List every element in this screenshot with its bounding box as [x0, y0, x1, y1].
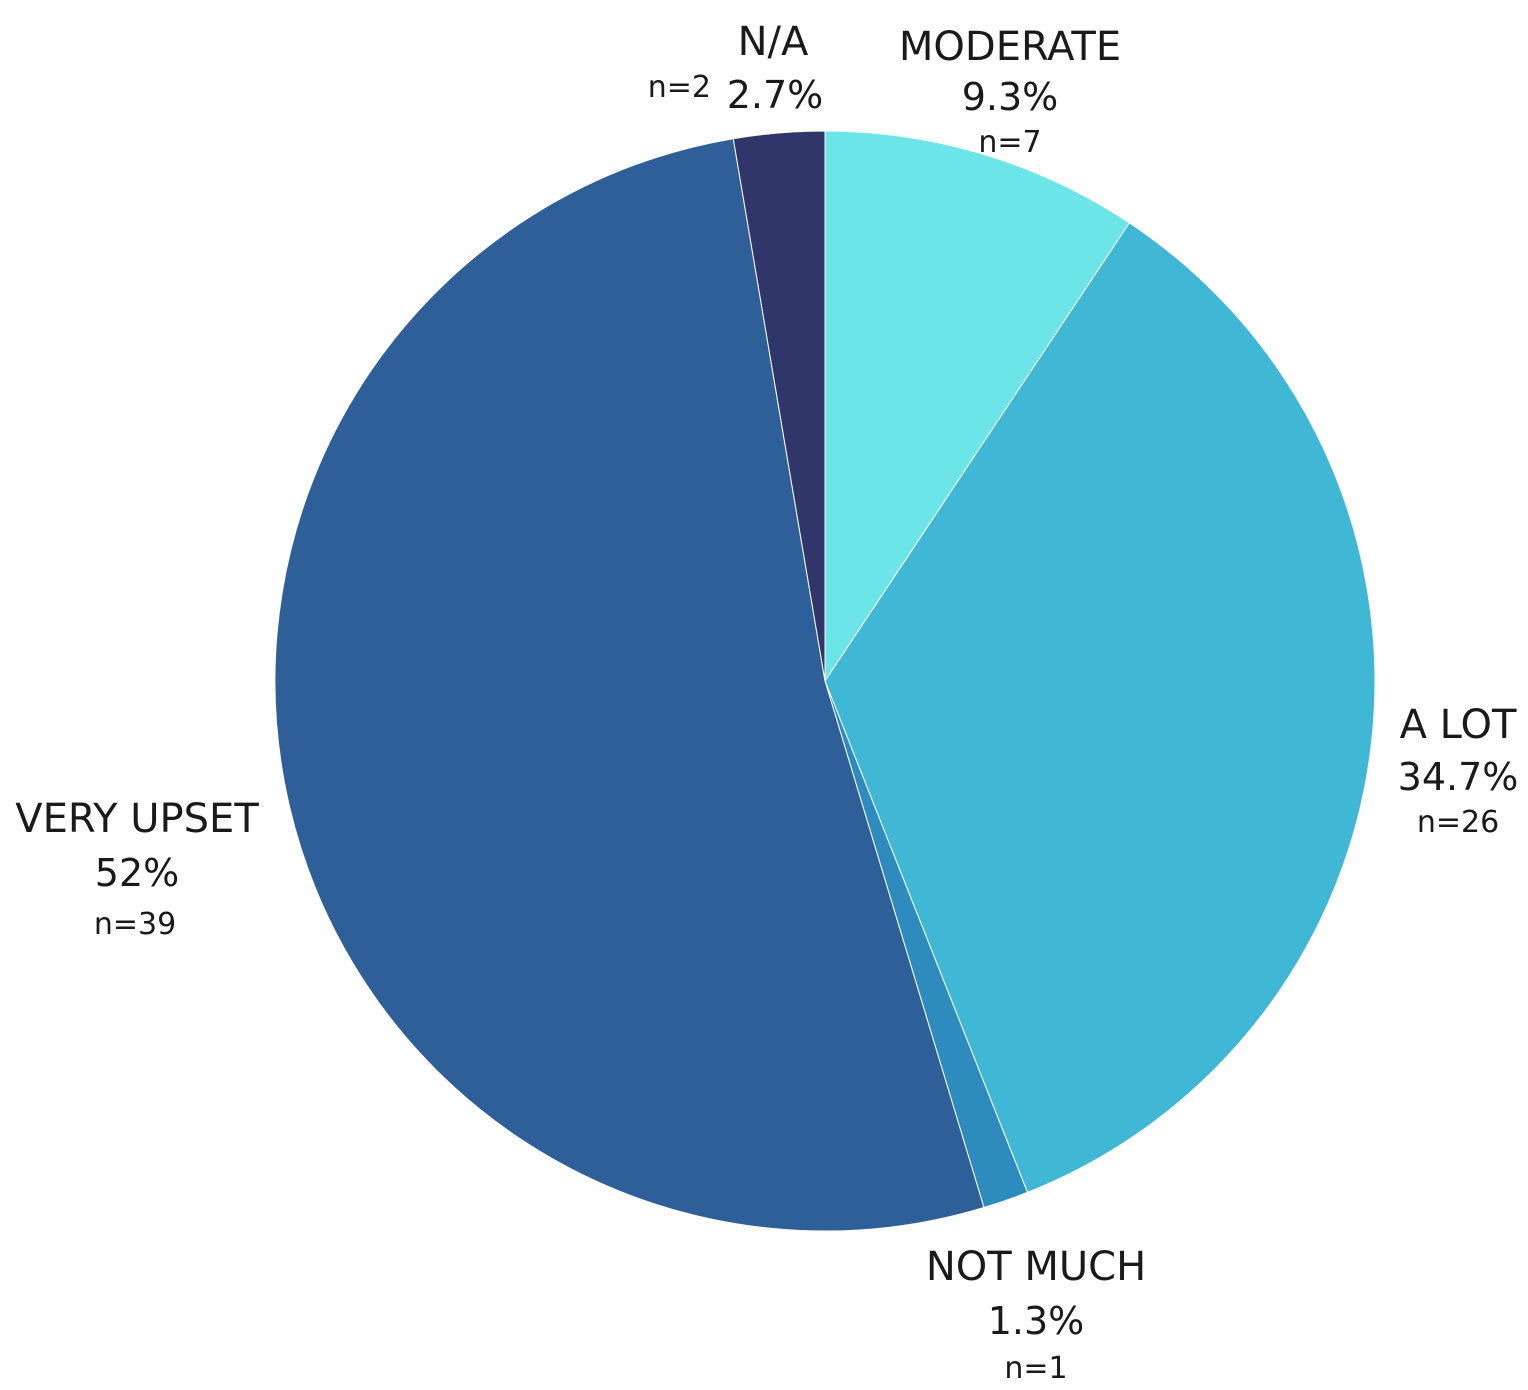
- pie-slice-very-upset: [274, 138, 985, 1232]
- label-a-lot: A LOT 34.7% n=26: [1398, 702, 1519, 840]
- label-na: N/A 2.7% n=2: [648, 19, 824, 117]
- label-not-much: NOT MUCH 1.3% n=1: [926, 1244, 1146, 1386]
- label-very-upset-n: n=39: [94, 907, 176, 942]
- label-not-much-name: NOT MUCH: [926, 1244, 1146, 1290]
- label-moderate-name: MODERATE: [899, 24, 1121, 70]
- pie-slice-n-a: [732, 130, 826, 682]
- label-very-upset: VERY UPSET 52% n=39: [15, 796, 259, 942]
- label-na-name: N/A: [738, 19, 809, 65]
- label-moderate: MODERATE 9.3% n=7: [899, 24, 1121, 160]
- label-very-upset-name: VERY UPSET: [15, 796, 259, 842]
- pie-slice-moderate: [824, 130, 1131, 683]
- label-not-much-percent: 1.3%: [988, 1299, 1085, 1343]
- label-a-lot-n: n=26: [1417, 805, 1499, 840]
- label-na-percent: 2.7%: [727, 73, 824, 117]
- pie-slices: [274, 130, 1376, 1232]
- pie-slice-a-lot: [824, 222, 1376, 1194]
- label-a-lot-name: A LOT: [1400, 702, 1517, 748]
- label-not-much-n: n=1: [1004, 1351, 1067, 1386]
- label-na-n: n=2: [648, 70, 711, 105]
- label-moderate-percent: 9.3%: [962, 75, 1059, 119]
- label-a-lot-percent: 34.7%: [1398, 755, 1519, 799]
- label-very-upset-percent: 52%: [95, 851, 179, 895]
- label-moderate-n: n=7: [978, 125, 1041, 160]
